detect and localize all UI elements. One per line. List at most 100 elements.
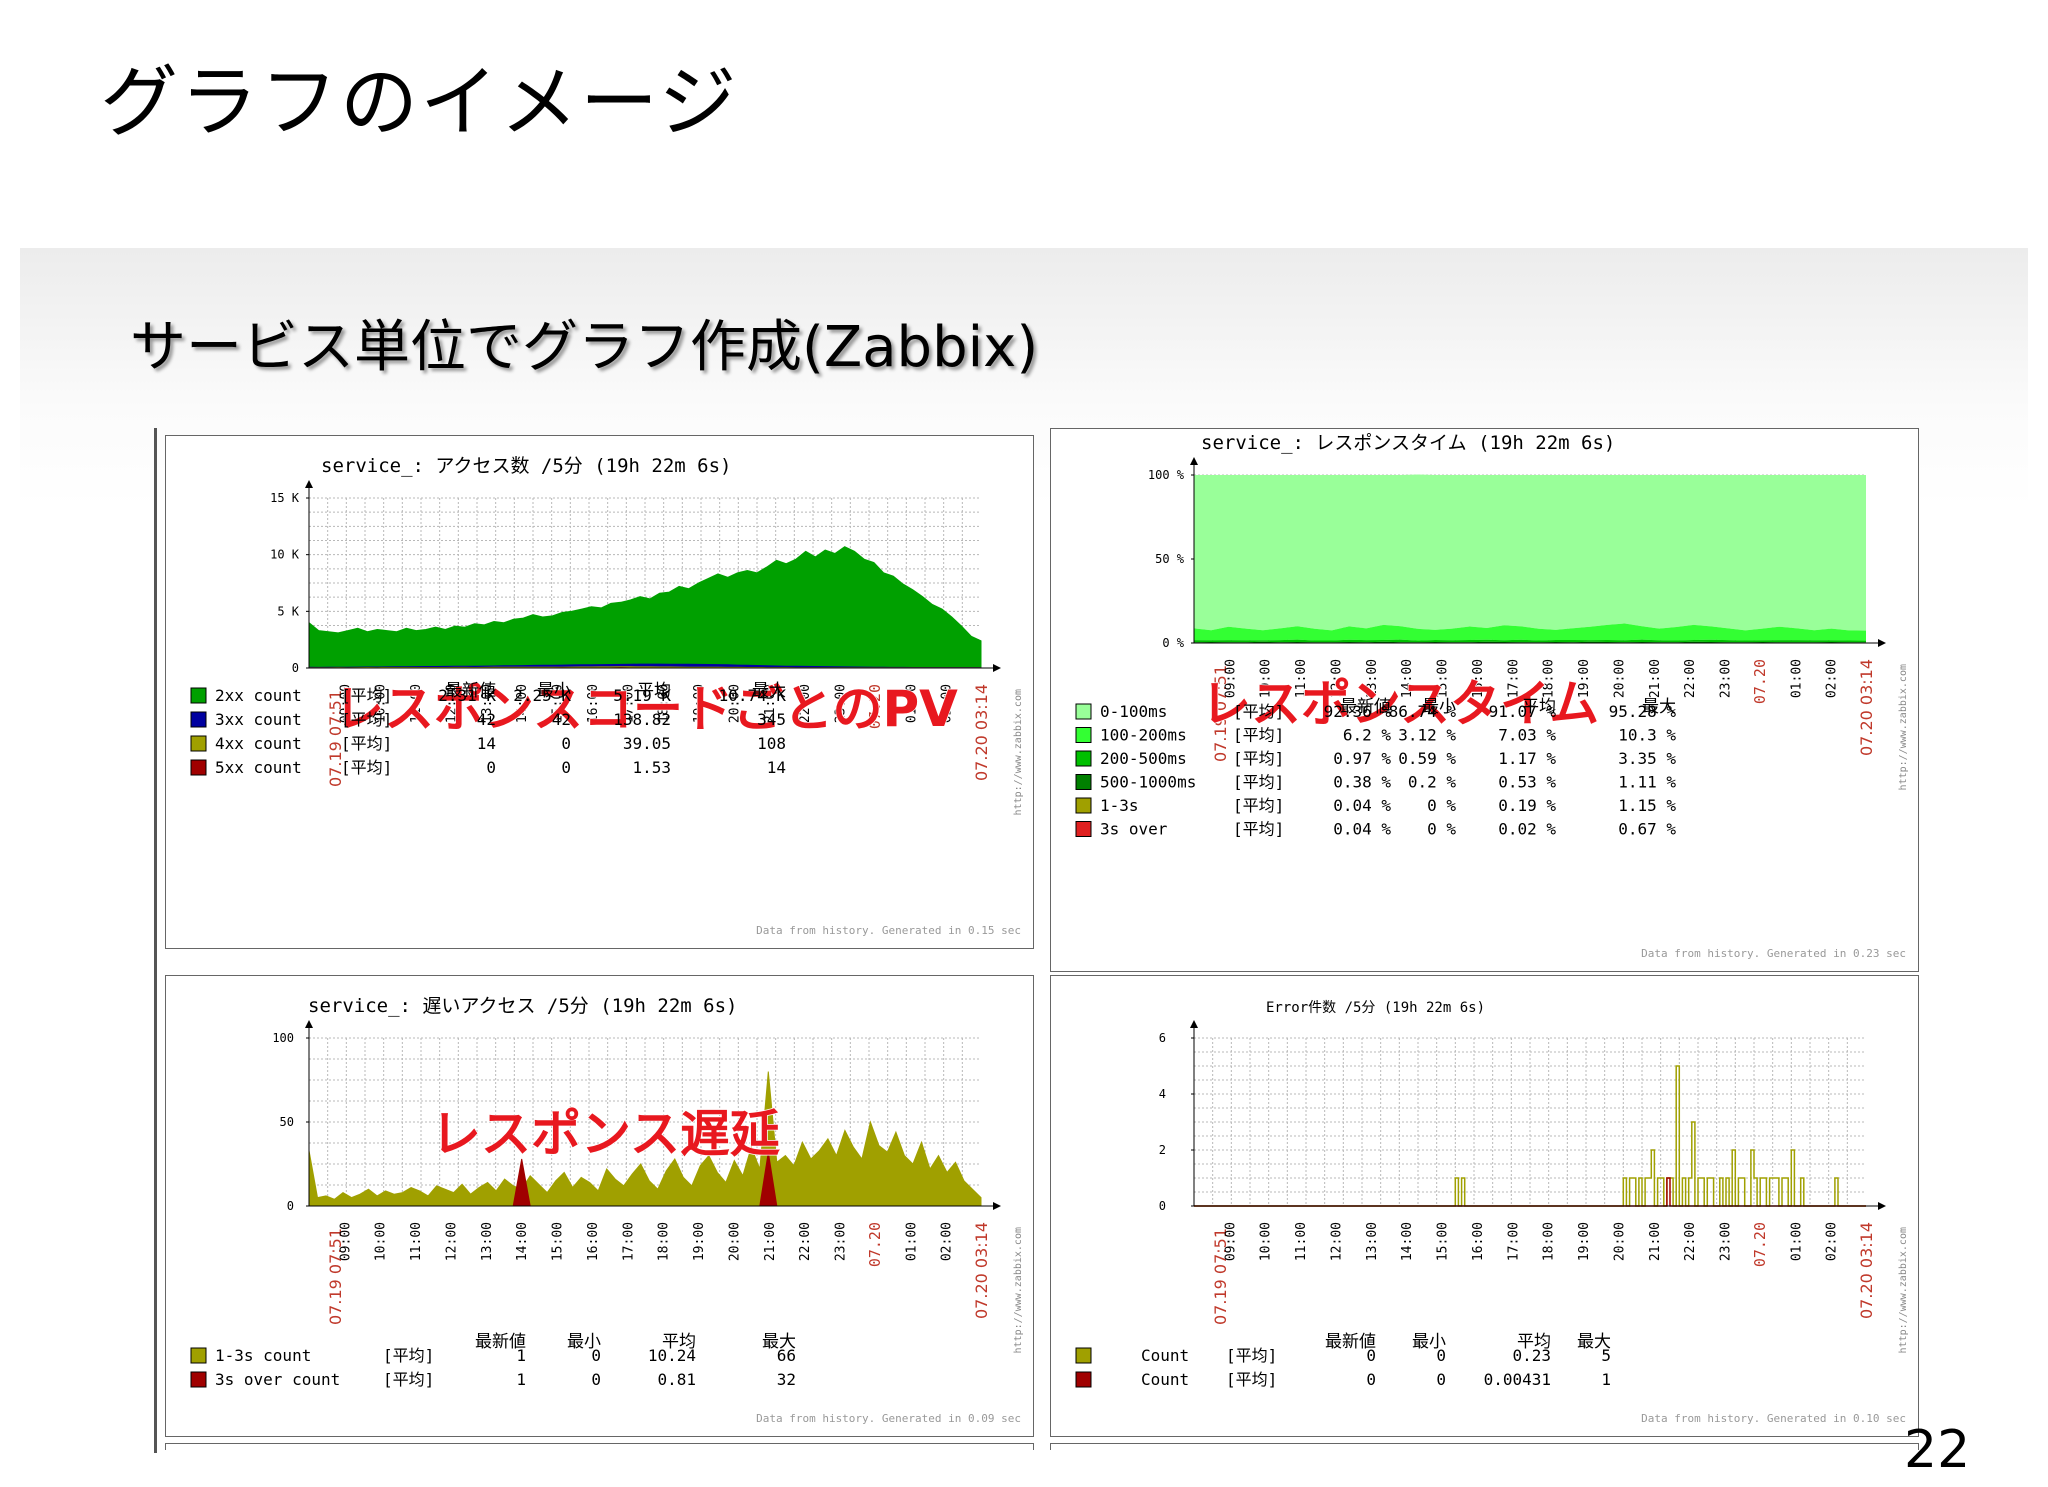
- x-end-label: 07.20 03:14: [972, 684, 991, 781]
- x-start-label: 07.19 07:51: [326, 1228, 345, 1325]
- x-tick-label: 11:00: [409, 1222, 424, 1261]
- x-tick-label: 15:00: [1436, 659, 1451, 698]
- legend-value: 1.17 %: [1498, 749, 1556, 768]
- legend-func: [平均]: [341, 734, 392, 753]
- legend-swatch: [1075, 774, 1092, 790]
- graph-title: service_: レスポンスタイム (19h 22m 6s): [1201, 432, 1615, 454]
- legend-value: 0: [561, 758, 571, 777]
- y-tick-label: 50: [280, 1115, 294, 1129]
- series-area-1-3s-count: [308, 1071, 982, 1207]
- legend-value: 0 %: [1427, 796, 1456, 815]
- x-tick-label: 10:00: [1259, 659, 1274, 698]
- legend-swatch: [1075, 821, 1092, 837]
- legend-value: 5.19 K: [613, 686, 671, 705]
- x-axis-arrow: [993, 664, 1001, 672]
- x-tick-label: 16:00: [586, 684, 601, 723]
- legend-value: 1.15 %: [1618, 796, 1676, 815]
- overlay-annotation: レスポンス遅延: [431, 1105, 780, 1163]
- legend-name: 3s over: [1100, 820, 1168, 839]
- x-tick-label: 23:00: [1719, 1222, 1734, 1261]
- legend-value: 0: [1436, 1346, 1446, 1365]
- access-count-graph-panel: service_: アクセス数 /5分 (19h 22m 6s) 0 5 K 10 K…: [165, 435, 1034, 949]
- legend-value: 10.3 %: [1618, 726, 1676, 745]
- legend-value: 42: [552, 710, 571, 729]
- legend-swatch: [190, 759, 207, 776]
- legend-swatch: [1075, 750, 1092, 767]
- x-tick-label: 14:00: [515, 1222, 530, 1261]
- x-tick-label: 19:00: [1577, 659, 1592, 698]
- x-tick-label: 02:00: [1825, 659, 1840, 698]
- series-area-2xx-count: [308, 546, 982, 669]
- x-end-label: 07.20 03:14: [1857, 1222, 1876, 1319]
- legend-value: 42: [477, 710, 496, 729]
- legend-value: 0 %: [1427, 820, 1456, 839]
- legend-value: 0.02 %: [1498, 820, 1556, 839]
- error-count-graph-panel: Error件数 /5分 (19h 22m 6s) 0 2 4 6 07.19 07:51 0…: [1050, 975, 1919, 1437]
- legend-swatch: [190, 1371, 207, 1388]
- graph-title: Error件数 /5分 (19h 22m 6s): [1266, 1000, 1485, 1016]
- x-tick-label: 11:00: [1294, 1222, 1309, 1261]
- legend-header: 最小: [567, 1332, 601, 1352]
- legend-value: 138.82: [613, 710, 671, 729]
- legend-name: Count: [1141, 1370, 1189, 1389]
- legend-value: 0.53 %: [1498, 773, 1556, 792]
- x-tick-label: 15:00: [1436, 1222, 1451, 1261]
- x-tick-label: 10:00: [374, 684, 389, 723]
- legend-value: 0: [1366, 1346, 1376, 1365]
- legend-value: 0.67 %: [1618, 820, 1676, 839]
- legend-header: 最新値: [445, 681, 496, 701]
- legend-value: 0.19 %: [1498, 796, 1556, 815]
- legend-value: 7.03 %: [1498, 726, 1556, 745]
- legend-value: 1.11 %: [1618, 773, 1676, 792]
- legend-func: [平均]: [1233, 749, 1284, 768]
- legend-value: 0: [591, 1346, 601, 1365]
- legend-name: 5xx count: [215, 758, 302, 777]
- legend-func: [平均]: [1233, 796, 1284, 815]
- x-tick-label: 22:00: [798, 1222, 813, 1261]
- y-tick-label: 100 %: [1148, 468, 1185, 482]
- x-tick-label: 19:00: [1577, 1222, 1592, 1261]
- legend-value: 14: [767, 758, 786, 777]
- y-tick-label: 4: [1159, 1087, 1166, 1101]
- x-tick-label: 09:00: [338, 684, 353, 723]
- zabbix-watermark: http://www.zabbix.com: [1898, 1227, 1909, 1353]
- legend-name: 3s over count: [215, 1370, 340, 1389]
- x-tick-label: 16:00: [1471, 1222, 1486, 1261]
- legend-value: 3.12 %: [1398, 726, 1456, 745]
- x-tick-label: 17:00: [1506, 1222, 1521, 1261]
- legend-name: 100-200ms: [1100, 726, 1187, 745]
- legend-value: 0: [561, 734, 571, 753]
- legend-header: 最新値: [475, 1332, 526, 1352]
- x-axis-arrow: [1878, 1202, 1886, 1210]
- x-tick-label: 07.20: [866, 684, 884, 729]
- legend-name: 200-500ms: [1100, 749, 1187, 768]
- x-tick-label: 22:00: [1683, 1222, 1698, 1261]
- y-tick-label: 15 K: [270, 491, 300, 505]
- x-tick-label: 20:00: [1612, 659, 1627, 698]
- legend-value: 92.36 %: [1324, 702, 1392, 721]
- x-tick-label: 14:00: [1400, 659, 1415, 698]
- legend-value: 0.59 %: [1398, 749, 1456, 768]
- x-tick-label: 09:00: [1223, 1222, 1238, 1261]
- generated-footer: Data from history. Generated in 0.10 sec: [1641, 1412, 1906, 1425]
- legend-header: 最大: [762, 1332, 796, 1352]
- legend-header: 最新値: [1325, 1332, 1376, 1352]
- x-tick-label: 17:00: [1506, 659, 1521, 698]
- legend-value: 95.28 %: [1609, 702, 1677, 721]
- legend-value: 86.74 %: [1389, 702, 1457, 721]
- legend-func: [平均]: [1226, 1370, 1277, 1389]
- generated-footer: Data from history. Generated in 0.09 sec: [756, 1412, 1021, 1425]
- slide-subtitle: サービス単位でグラフ作成(Zabbix): [130, 315, 1039, 380]
- x-tick-label: 12:00: [1329, 659, 1344, 698]
- generated-footer: Data from history. Generated in 0.23 sec: [1641, 947, 1906, 960]
- legend-func: [平均]: [341, 758, 392, 777]
- legend-value: 1: [516, 1370, 526, 1389]
- x-tick-label: 02:00: [1825, 1222, 1840, 1261]
- legend-value: 10.74 K: [719, 686, 787, 705]
- x-tick-label: 13:00: [480, 684, 495, 723]
- graph-title: service_: アクセス数 /5分 (19h 22m 6s): [321, 455, 731, 477]
- x-tick-label: 01:00: [1789, 659, 1804, 698]
- legend-swatch: [1075, 727, 1092, 743]
- legend-func: [平均]: [1226, 1346, 1277, 1365]
- response-time-graph-panel: service_: レスポンスタイム (19h 22m 6s) 0 % 50 % 10…: [1050, 428, 1919, 972]
